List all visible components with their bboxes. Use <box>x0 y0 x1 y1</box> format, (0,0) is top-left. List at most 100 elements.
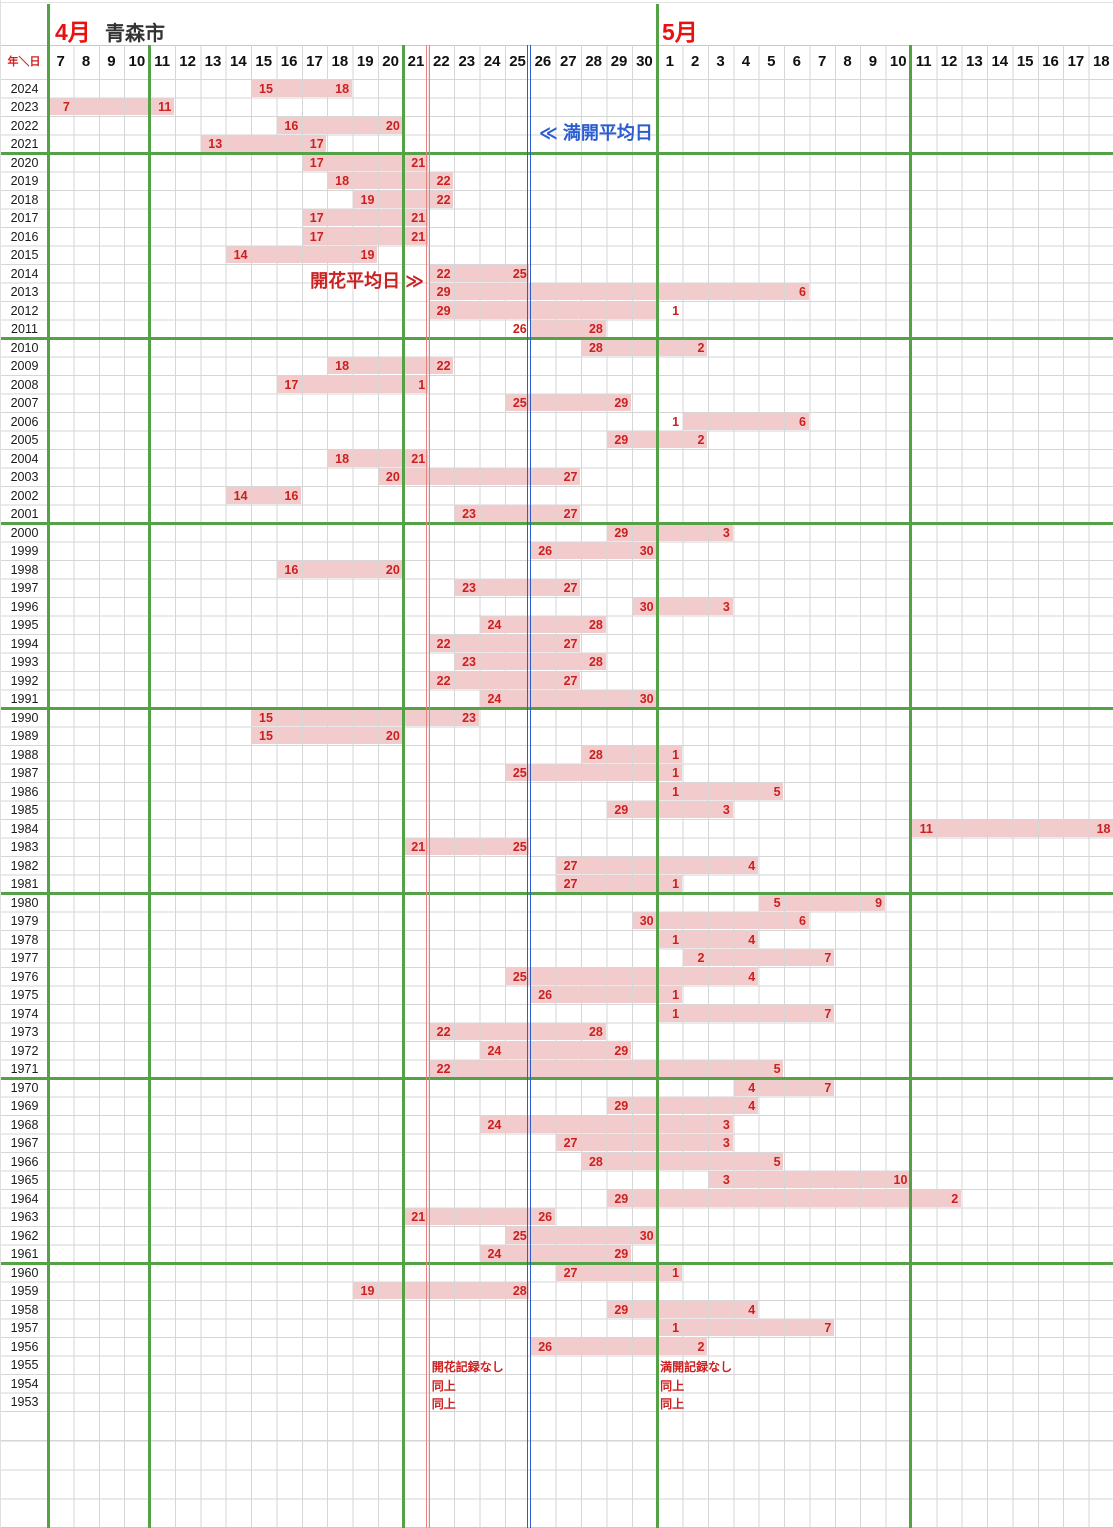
ten-day-line <box>909 45 913 1528</box>
year-label: 1983 <box>10 840 39 854</box>
bar-end-date-label: 4 <box>748 969 756 984</box>
year-label: 1962 <box>10 1228 39 1243</box>
bar-end-date-label: 7 <box>824 951 832 965</box>
bar-start-date-label: 18 <box>335 359 350 373</box>
bar-end-date-label: 23 <box>462 710 476 725</box>
year-label: 2000 <box>10 525 39 540</box>
bar-start-date-label: 29 <box>436 303 451 318</box>
year-label: 2017 <box>10 211 39 225</box>
year-label: 1969 <box>10 1099 39 1113</box>
year-label: 2020 <box>10 155 39 170</box>
bar-end-date-label: 4 <box>748 858 756 873</box>
decade-separator-line <box>1 521 1113 525</box>
day-header-cell: 16 <box>280 53 298 70</box>
year-label: 1959 <box>10 1284 39 1298</box>
year-label: 2009 <box>10 359 39 373</box>
day-header-cell: 5 <box>767 53 776 70</box>
bar-end-date-label: 4 <box>748 932 756 947</box>
bar-start-date-label: 17 <box>309 229 324 244</box>
year-label: 2006 <box>10 414 39 429</box>
year-label: 1998 <box>10 562 39 577</box>
bar-start-date-label: 27 <box>563 877 578 891</box>
month-label-april: 4月 <box>55 19 91 45</box>
year-label: 2014 <box>10 266 39 281</box>
year-label: 1971 <box>10 1062 39 1076</box>
bar-start-date-label: 18 <box>335 451 350 466</box>
bar-start-date-label: 16 <box>284 118 299 133</box>
decade-separator-line <box>1 1076 1113 1080</box>
bar-end-date-label: 28 <box>588 1025 603 1039</box>
bar-start-date-label: 1 <box>672 784 680 799</box>
bar-end-date-label: 29 <box>614 1043 629 1058</box>
year-label: 1995 <box>10 618 39 632</box>
decade-separator-line <box>1 1261 1113 1265</box>
year-label: 1989 <box>10 729 39 743</box>
bar-end-date-label: 6 <box>798 285 806 299</box>
bar-start-date-label: 22 <box>436 1025 451 1039</box>
bar-end-date-label: 4 <box>748 1099 756 1113</box>
day-header-cell: 9 <box>868 53 878 70</box>
bar-start-date-label: 29 <box>614 433 629 447</box>
year-label: 2007 <box>10 396 39 410</box>
year-label: 2012 <box>10 303 39 318</box>
bar-end-date-label: 5 <box>773 1062 781 1076</box>
year-label: 1953 <box>10 1395 39 1409</box>
bar-end-date-label: 5 <box>773 784 781 799</box>
bar-end-date-label: 22 <box>436 192 451 207</box>
bar-end-date-label: 26 <box>538 1210 553 1224</box>
bar-end-date-label: 1 <box>672 303 680 318</box>
bar-end-date-label: 20 <box>385 729 400 743</box>
bar-end-date-label: 2 <box>951 1191 959 1206</box>
year-label: 1974 <box>10 1006 39 1021</box>
bar-start-date-label: 22 <box>436 266 451 281</box>
day-header-cell: 3 <box>716 53 725 70</box>
bar-start-date-label: 29 <box>614 1191 629 1206</box>
bar-start-date-label: 1 <box>672 1006 680 1021</box>
bar-start-date-label: 22 <box>436 1062 451 1076</box>
year-label: 1981 <box>10 877 39 891</box>
day-header-cell: 14 <box>991 53 1009 70</box>
year-label: 1985 <box>10 803 39 817</box>
bar-end-date-label: 30 <box>639 544 654 558</box>
year-label: 1997 <box>10 581 39 595</box>
bar-start-date-label: 24 <box>487 618 502 632</box>
year-label: 1960 <box>10 1265 39 1280</box>
bar-start-date-label: 17 <box>309 211 324 225</box>
bar-end-date-label: 4 <box>748 1302 756 1317</box>
year-label: 2015 <box>10 248 39 262</box>
city-label: 青森市 <box>105 23 165 45</box>
bar-end-date-label: 28 <box>588 322 603 336</box>
bar-end-date-label: 3 <box>722 1117 730 1132</box>
bar-end-date-label: 1 <box>672 1265 680 1280</box>
bar-end-date-label: 9 <box>875 895 883 910</box>
bar-end-date-label: 21 <box>411 229 426 244</box>
bar-end-date-label: 25 <box>512 840 527 854</box>
bar-start-date-label: 29 <box>614 525 629 540</box>
no-record-note: 開花記録なし <box>431 1360 504 1374</box>
bar-end-date-label: 1 <box>672 766 680 780</box>
day-header-cell: 9 <box>107 53 116 70</box>
bar-start-date-label: 21 <box>411 840 426 854</box>
no-record-note: 満開記録なし <box>660 1360 733 1374</box>
year-label: 1996 <box>10 599 39 614</box>
day-header-cell: 23 <box>458 53 476 70</box>
day-header-cell: 22 <box>433 53 450 70</box>
bar-start-date-label: 14 <box>233 488 248 503</box>
may-start-line <box>655 4 659 1528</box>
year-label: 2024 <box>10 81 39 96</box>
bar-start-date-label: 4 <box>748 1080 756 1095</box>
year-label: 1999 <box>10 544 39 558</box>
year-label: 1990 <box>10 710 39 725</box>
bar-start-date-label: 25 <box>512 969 527 984</box>
bar-start-date-label: 27 <box>563 1265 578 1280</box>
day-header-cell: 15 <box>1016 53 1034 70</box>
day-header-cell: 10 <box>889 53 907 70</box>
bar-end-date-label: 21 <box>411 451 426 466</box>
decade-separator-line <box>1 336 1113 340</box>
year-label: 1961 <box>10 1247 39 1261</box>
bar-end-date-label: 11 <box>158 100 172 114</box>
bar-start-date-label: 18 <box>335 174 350 188</box>
bar-start-date-label: 1 <box>672 1321 680 1335</box>
year-label: 1979 <box>10 914 39 928</box>
horizontal-gridlines-footer <box>1 1411 1113 1528</box>
